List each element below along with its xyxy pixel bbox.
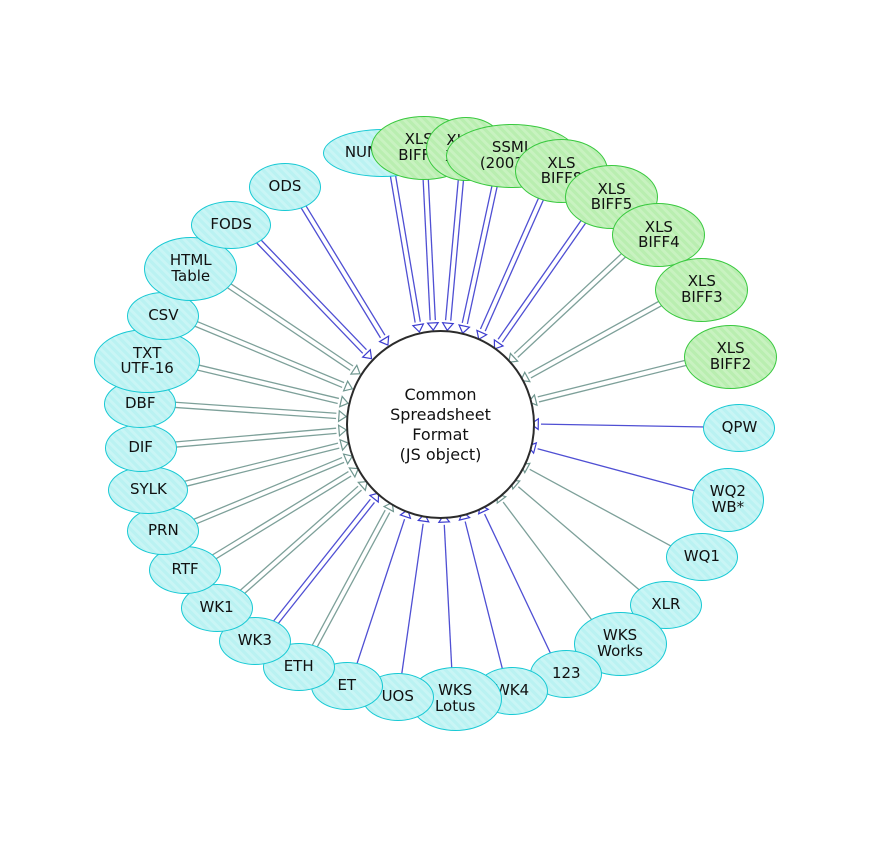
format-node-xls_biff3[interactable]: XLS BIFF3 bbox=[655, 258, 748, 322]
format-node-wq1[interactable]: WQ1 bbox=[666, 533, 738, 581]
format-node-wq2_wb[interactable]: WQ2 WB* bbox=[692, 468, 764, 532]
format-node-fods[interactable]: FODS bbox=[191, 201, 271, 249]
format-node-ods[interactable]: ODS bbox=[249, 163, 321, 211]
format-node-xls_biff2[interactable]: XLS BIFF2 bbox=[684, 325, 777, 389]
center-node: Common Spreadsheet Format (JS object) bbox=[346, 330, 535, 519]
format-node-dif[interactable]: DIF bbox=[105, 424, 177, 472]
format-node-qpw[interactable]: QPW bbox=[703, 404, 775, 452]
mindmap-diagram: CommonSpreadsheetFormat(JS object) NUMBE… bbox=[0, 0, 878, 846]
format-node-txt_utf16[interactable]: TXT UTF-16 bbox=[94, 329, 200, 393]
format-node-sylk[interactable]: SYLK bbox=[108, 466, 188, 514]
